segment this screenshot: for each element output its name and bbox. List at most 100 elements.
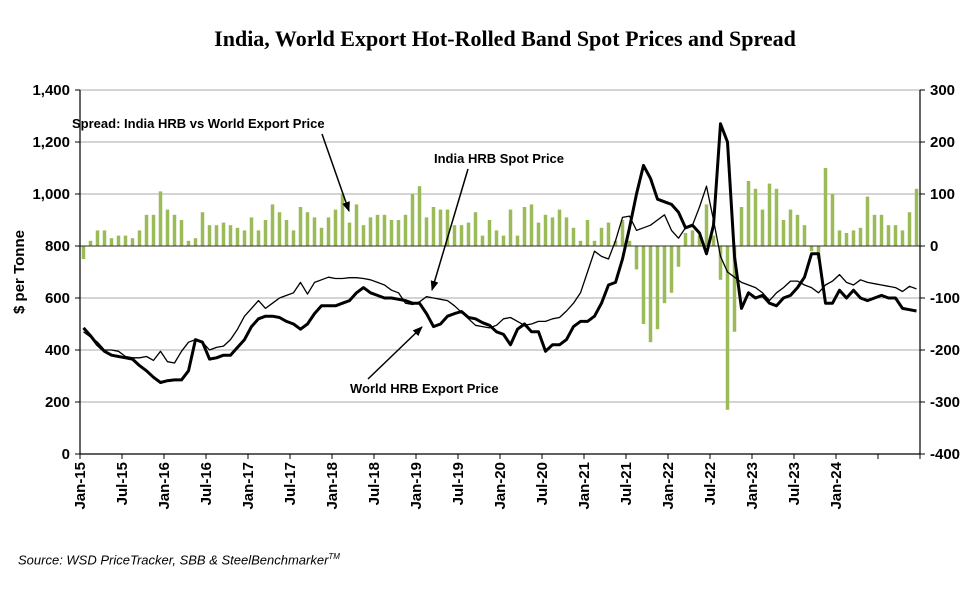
x-tick-label: Jul-15	[114, 462, 131, 505]
spread-bar	[88, 240, 93, 246]
right-tick-label: 0	[930, 238, 938, 255]
spread-bar	[291, 230, 296, 246]
spread-bar	[186, 240, 191, 246]
spread-bar	[179, 220, 184, 246]
spread-bar	[235, 227, 240, 246]
spread-bar	[690, 230, 695, 246]
spread-bar	[102, 230, 107, 246]
spread-bar	[655, 246, 660, 330]
spread-bar	[123, 235, 128, 246]
left-tick-label: 1,400	[32, 82, 70, 99]
spread-bar	[214, 225, 219, 246]
left-tick-label: 800	[45, 238, 70, 255]
spread-bar	[865, 196, 870, 246]
spread-bar	[319, 227, 324, 246]
x-tick-label: Jan-22	[660, 462, 677, 510]
spread-bar	[347, 222, 352, 246]
x-tick-label: Jul-20	[534, 462, 551, 505]
x-tick-label: Jan-20	[492, 462, 509, 510]
spread-bar	[648, 246, 653, 343]
spread-bar	[767, 183, 772, 246]
x-tick-label: Jul-17	[282, 462, 299, 505]
left-tick-label: 1,000	[32, 186, 70, 203]
spread-bar	[564, 217, 569, 246]
spread-bar	[627, 240, 632, 246]
spread-bar	[326, 217, 331, 246]
spread-bar	[606, 222, 611, 246]
price-lines	[82, 122, 917, 384]
spread-bar	[249, 217, 254, 246]
spread-arrow	[321, 133, 350, 212]
spread-bar	[340, 194, 345, 246]
spread-bar	[830, 194, 835, 246]
spread-bar	[683, 233, 688, 246]
spread-bar	[746, 181, 751, 246]
spread-bar	[431, 207, 436, 246]
spread-bar	[193, 238, 198, 246]
spread-bar	[620, 220, 625, 246]
spread-bar	[151, 214, 156, 246]
x-tick-label: Jul-22	[702, 462, 719, 505]
x-tick-label: Jul-23	[786, 462, 803, 505]
spread-bar	[417, 186, 422, 246]
spread-bar	[172, 214, 177, 246]
spread-bar	[515, 235, 520, 246]
spread-bar	[487, 220, 492, 246]
spread-bar	[389, 220, 394, 246]
spread-bar	[893, 225, 898, 246]
spread-bar	[578, 240, 583, 246]
chart-title: India, World Export Hot-Rolled Band Spot…	[214, 26, 796, 51]
spread-bar	[585, 220, 590, 246]
world-arrow	[367, 326, 423, 380]
x-tick-label: Jan-21	[576, 462, 593, 510]
spread-bar	[844, 233, 849, 246]
spread-bar	[557, 209, 562, 246]
spread-bar	[144, 214, 149, 246]
spread-bar	[445, 209, 450, 246]
spread-bar	[613, 240, 618, 246]
spread-bar	[522, 207, 527, 246]
world-hrb-line	[82, 122, 917, 384]
spread-bar	[704, 204, 709, 246]
spread-bar	[256, 230, 261, 246]
india-hrb-line	[83, 185, 917, 364]
spread-bar	[592, 240, 597, 246]
spread-bar	[914, 188, 919, 246]
source-text: Source: WSD PriceTracker, SBB & SteelBen…	[18, 552, 329, 568]
spread-bar	[242, 230, 247, 246]
spread-bar	[277, 212, 282, 246]
spread-bar	[760, 209, 765, 246]
right-tick-label: -300	[930, 394, 960, 411]
spread-bar	[711, 235, 716, 246]
left-tick-label: 1,200	[32, 134, 70, 151]
x-tick-label: Jan-15	[72, 462, 89, 510]
left-tick-label: 600	[45, 290, 70, 307]
right-tick-label: -100	[930, 290, 960, 307]
axes	[75, 89, 925, 459]
right-tick-label: -400	[930, 446, 960, 463]
spread-bar	[438, 209, 443, 246]
tick-labels: 0 200 400 600 800 1,000 1,200 1,400 -400 -300 -200…	[32, 82, 960, 510]
spread-bar	[529, 204, 534, 246]
spread-bar	[410, 194, 415, 246]
spread-bar	[676, 246, 681, 267]
spread-bar	[452, 225, 457, 246]
spread-bar	[368, 217, 373, 246]
spread-bar	[158, 191, 163, 246]
spread-bar	[396, 220, 401, 246]
spread-bar	[354, 204, 359, 246]
spread-bar	[753, 188, 758, 246]
x-tick-label: Jan-24	[828, 461, 845, 509]
spread-bar	[641, 246, 646, 324]
spread-bar	[536, 222, 541, 246]
spread-bar	[116, 235, 121, 246]
source-note: Source: WSD PriceTracker, SBB & SteelBen…	[18, 552, 340, 567]
spread-bar	[200, 212, 205, 246]
india-arrow	[430, 168, 469, 291]
spread-bar	[403, 214, 408, 246]
spread-bar	[375, 214, 380, 246]
spread-bar	[809, 246, 814, 252]
spread-bar	[781, 220, 786, 246]
spread-bar	[81, 246, 86, 259]
